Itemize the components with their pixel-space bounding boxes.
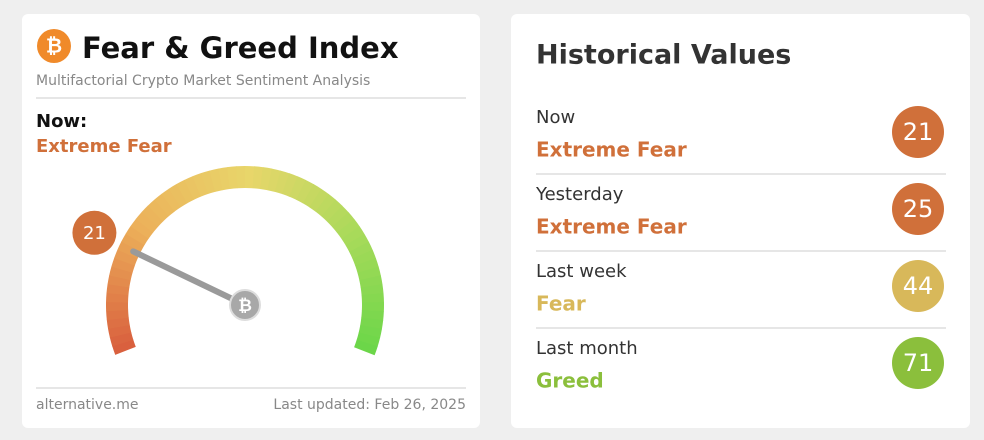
gauge-arc	[119, 327, 121, 335]
now-class: Extreme Fear	[36, 136, 172, 157]
row-class: Extreme Fear	[536, 138, 687, 162]
widget-subtitle: Multifactorial Crypto Market Sentiment A…	[36, 73, 370, 89]
gauge-arc	[162, 203, 169, 208]
gauge-arc	[117, 310, 118, 319]
gauge-arc	[120, 269, 122, 277]
gauge-arc	[189, 186, 197, 190]
gauge-arc	[212, 179, 220, 181]
gauge-arc	[220, 178, 229, 179]
gauge-arc	[182, 190, 190, 194]
gauge-arc	[124, 254, 127, 262]
gauge-arc	[355, 239, 359, 247]
gauge-arc	[144, 219, 150, 226]
gauge-arc	[308, 194, 315, 199]
gauge-arc	[370, 278, 372, 287]
gauge-arc	[293, 186, 301, 190]
row-value: 71	[903, 349, 934, 377]
gauge-arc	[315, 198, 322, 203]
gauge-arc	[340, 220, 346, 227]
gauge-arc	[335, 214, 341, 220]
gauge-arc	[367, 335, 369, 343]
gauge-arc	[372, 286, 373, 295]
gauge-arc	[123, 343, 126, 351]
gauge-arc	[359, 247, 363, 255]
row-label: Yesterday	[535, 184, 624, 205]
gauge-arc	[328, 208, 334, 214]
row-label: Now	[536, 107, 575, 128]
gauge-arc	[118, 277, 120, 286]
gauge-arc	[372, 311, 373, 320]
gauge-arc	[175, 194, 182, 199]
gauge-arc	[204, 181, 212, 183]
gauge-arc	[346, 226, 351, 233]
gauge-arc	[270, 179, 278, 181]
gauge-arc	[322, 203, 329, 208]
gauge-arc	[364, 343, 367, 351]
row-class: Fear	[536, 292, 586, 316]
gauge-arc	[371, 319, 372, 328]
gauge-arc	[229, 177, 238, 178]
row-class: Greed	[536, 369, 604, 393]
row-value: 25	[903, 195, 934, 223]
gauge-arc	[155, 208, 161, 214]
source: alternative.me	[36, 397, 139, 413]
gauge-arc	[197, 183, 205, 186]
gauge-arc	[122, 261, 125, 269]
row-class: Extreme Fear	[536, 215, 687, 239]
gauge-arc	[150, 213, 156, 219]
gauge-arc	[261, 178, 270, 179]
gauge-arc	[350, 233, 355, 240]
row-value: 44	[903, 272, 934, 300]
gauge-arc	[140, 226, 145, 233]
gauge-arc	[168, 198, 175, 203]
gauge-value: 21	[83, 223, 106, 244]
hub-symbol: ₿	[238, 296, 252, 316]
bitcoin-symbol: ₿	[46, 34, 62, 58]
now-label: Now:	[36, 111, 87, 132]
gauge-arc	[118, 318, 119, 327]
row-value: 21	[903, 118, 934, 146]
gauge-arc	[301, 190, 309, 194]
gauge-arc	[120, 335, 122, 343]
gauge-arc	[368, 270, 370, 278]
gauge-arc	[135, 232, 140, 239]
gauge-arc	[366, 262, 369, 270]
gauge-arc	[253, 177, 262, 178]
widget-title: Fear & Greed Index	[82, 31, 399, 65]
gauge-arc	[131, 239, 135, 247]
row-label: Last week	[536, 261, 627, 282]
last-updated: Last updated: Feb 26, 2025	[273, 397, 466, 413]
historical-title: Historical Values	[536, 40, 791, 71]
gauge-arc	[278, 181, 286, 183]
gauge-arc	[369, 327, 371, 335]
row-label: Last month	[536, 338, 638, 359]
gauge-arc	[362, 254, 365, 262]
gauge-arc	[117, 285, 118, 294]
gauge-arc	[286, 184, 294, 187]
